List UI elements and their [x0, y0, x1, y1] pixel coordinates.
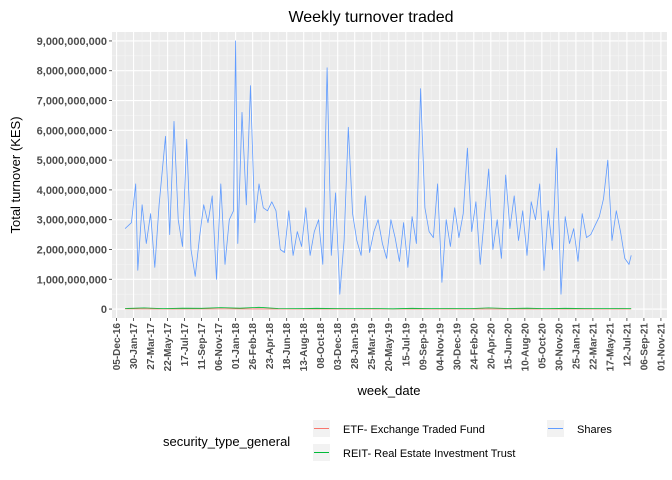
legend-label: ETF- Exchange Traded Fund: [343, 424, 485, 436]
x-tick-label: 30-Nov-20: [554, 323, 565, 371]
x-tick-label: 11-Sep-17: [197, 323, 208, 370]
x-tick-label: 04-Nov-19: [435, 323, 446, 371]
y-tick-label: 2,000,000,000: [37, 244, 107, 256]
y-tick-label: 6,000,000,000: [37, 125, 107, 137]
x-tick-label: 17-May-21: [605, 323, 616, 372]
legend: security_type_general ETF- Exchange Trad…: [163, 420, 612, 461]
x-tick-label: 25-Jan-21: [571, 323, 582, 370]
y-tick-label: 9,000,000,000: [37, 36, 107, 48]
x-tick-label: 05-Oct-20: [537, 323, 548, 369]
x-tick-label: 22-May-17: [163, 323, 174, 372]
legend-label: REIT- Real Estate Investment Trust: [343, 448, 515, 460]
y-axis: 0 1,000,000,000 2,000,000,000 3,000,000,000…: [37, 36, 112, 316]
x-tick-label: 15-Jul-19: [401, 323, 412, 367]
x-tick-label: 25-Mar-19: [367, 323, 378, 370]
x-tick-label: 17-Jul-17: [180, 323, 191, 367]
y-tick-label: 3,000,000,000: [37, 215, 107, 227]
x-axis-title: week_date: [357, 383, 421, 398]
x-tick-label: 18-Jun-18: [282, 323, 293, 370]
x-tick-label: 09-Sep-19: [418, 323, 429, 371]
y-tick-label: 5,000,000,000: [37, 155, 107, 167]
y-tick-label: 0: [101, 304, 107, 316]
series-line-2: [124, 40, 632, 295]
x-tick-label: 27-Mar-17: [146, 323, 157, 370]
x-tick-label: 05-Dec-16: [112, 323, 123, 371]
x-tick-label: 20-Apr-20: [486, 323, 497, 370]
y-tick-label: 8,000,000,000: [37, 66, 107, 78]
x-tick-label: 01-Nov-21: [656, 323, 667, 371]
x-tick-label: 03-Dec-18: [333, 323, 344, 371]
y-tick-label: 7,000,000,000: [37, 96, 107, 108]
series-line-1: [125, 306, 632, 310]
x-tick-label: 23-Apr-18: [265, 323, 276, 370]
x-tick-label: 06-Nov-17: [214, 323, 225, 371]
y-axis-title: Total turnover (KES): [8, 116, 23, 233]
series-lines: [124, 40, 632, 310]
x-axis: 05-Dec-16 30-Jan-17 27-Mar-17 22-May-17 17-J…: [112, 318, 667, 371]
legend-label: Shares: [577, 424, 612, 436]
chart-title: Weekly turnover traded: [288, 9, 453, 26]
x-tick-label: 15-Jun-20: [503, 323, 514, 370]
y-tick-label: 1,000,000,000: [37, 274, 107, 286]
x-tick-label: 26-Feb-18: [248, 323, 259, 370]
x-tick-label: 24-Feb-20: [469, 323, 480, 370]
x-tick-label: 30-Jan-17: [129, 323, 140, 370]
x-tick-label: 20-May-19: [384, 323, 395, 372]
y-tick-label: 4,000,000,000: [37, 185, 107, 197]
x-tick-label: 28-Jan-19: [350, 323, 361, 370]
x-tick-label: 08-Oct-18: [316, 323, 327, 369]
x-tick-label: 01-Jan-18: [231, 323, 242, 370]
x-tick-label: 30-Dec-19: [452, 323, 463, 371]
x-tick-label: 22-Mar-21: [588, 323, 599, 370]
x-tick-label: 13-Aug-18: [299, 323, 310, 372]
x-tick-label: 12-Jul-21: [622, 323, 633, 367]
x-tick-label: 10-Aug-20: [520, 323, 531, 372]
legend-title: security_type_general: [163, 434, 290, 449]
x-tick-label: 06-Sep-21: [639, 323, 650, 371]
